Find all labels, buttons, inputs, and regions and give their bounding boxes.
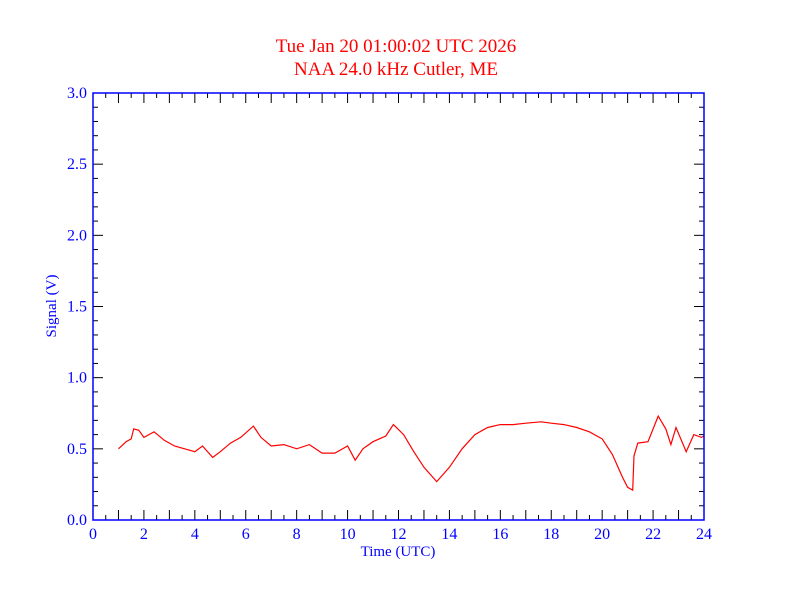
x-tick-label: 14 [441, 526, 457, 543]
x-tick-label: 8 [293, 526, 301, 543]
x-tick-label: 20 [594, 526, 610, 543]
x-tick-label: 10 [340, 526, 356, 543]
x-tick-label: 0 [89, 526, 97, 543]
y-tick-label: 1.0 [67, 370, 87, 387]
x-axis-title: Time (UTC) [361, 544, 436, 560]
y-tick-label: 2.5 [67, 156, 87, 173]
series-line [118, 414, 705, 492]
y-tick-label: 0.5 [67, 441, 87, 458]
y-tick-label: 3.0 [67, 85, 87, 102]
ticks [92, 92, 705, 521]
y-tick-label: 0.0 [67, 512, 87, 529]
x-tick-label: 22 [645, 526, 661, 543]
x-tick-label: 24 [696, 526, 712, 543]
y-axis-title: Signal (V) [44, 275, 60, 338]
plot-frame [92, 92, 705, 521]
x-tick-label: 4 [191, 526, 199, 543]
x-tick-label: 12 [391, 526, 407, 543]
y-tick-label: 2.0 [67, 227, 87, 244]
x-tick-label: 6 [242, 526, 250, 543]
chart-subtitle: NAA 24.0 kHz Cutler, ME [294, 59, 498, 80]
x-tick-label: 16 [492, 526, 508, 543]
chart-title: Tue Jan 20 01:00:02 UTC 2026 [275, 36, 517, 57]
y-tick-label: 1.5 [67, 299, 87, 316]
x-tick-label: 2 [140, 526, 148, 543]
tick-labels: 0 2 4 6 8 10 12 14 16 18 20 22 240.00.51.01.52.02.53… [67, 85, 712, 543]
x-tick-label: 18 [543, 526, 559, 543]
